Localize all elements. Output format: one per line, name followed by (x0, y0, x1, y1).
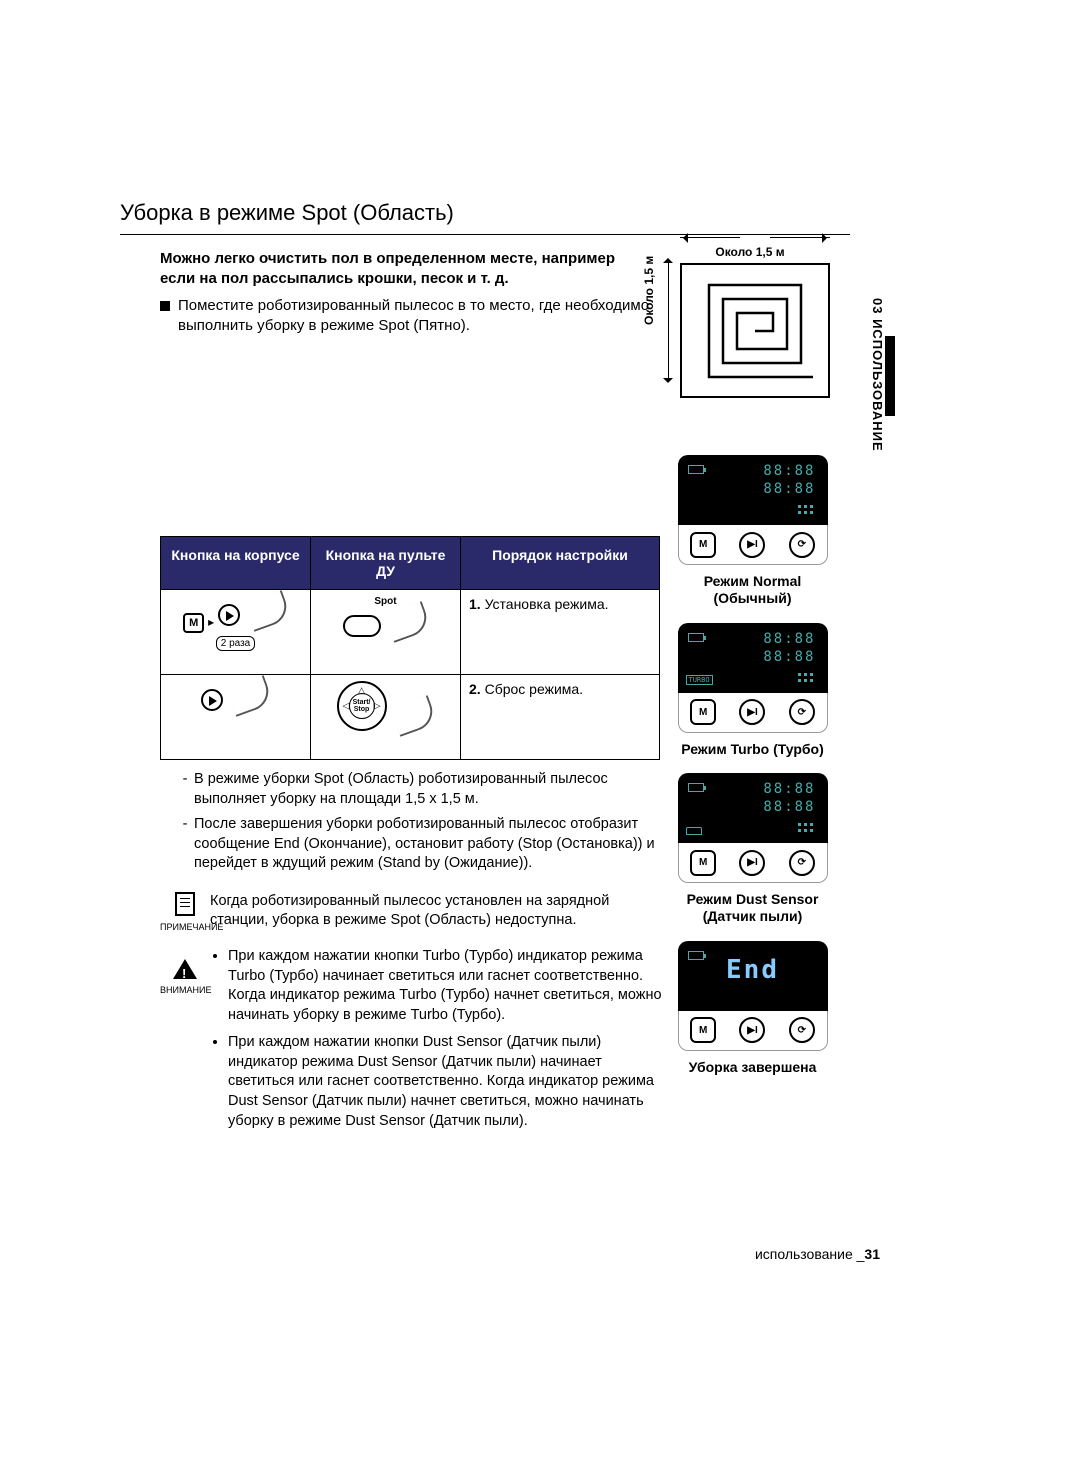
mode-dust-label: Режим Dust Sensor (Датчик пыли) (670, 891, 835, 925)
hand-icon (391, 695, 439, 737)
turbo-tag: TURBO (686, 675, 713, 685)
warn-bullet-1: При каждом нажатии кнопки Turbo (Турбо) … (228, 947, 670, 1025)
m-button[interactable]: M (690, 699, 716, 725)
device-end: End M ▶I ⟳ (678, 941, 828, 1051)
battery-icon (688, 465, 704, 474)
step-number: 1. (469, 596, 481, 612)
step-text: Установка режима. (485, 596, 609, 612)
diagram-width-label: Около 1,5 м (660, 245, 840, 259)
cell-proc-2: 2. Сброс режима. (461, 675, 660, 760)
dash-bullet: - (176, 815, 194, 874)
turbo-button[interactable]: ⟳ (789, 1017, 815, 1043)
turbo-button[interactable]: ⟳ (789, 850, 815, 876)
digits: 88:88 (763, 463, 815, 479)
play-pause-button[interactable]: ▶I (739, 850, 765, 876)
mode-done-label: Уборка завершена (670, 1059, 835, 1076)
step-number: 2. (469, 681, 481, 697)
intro-bullet-text: Поместите роботизированный пылесос в то … (178, 296, 650, 337)
cell-body-2 (161, 675, 311, 760)
document-icon (175, 892, 195, 916)
digits: 88:88 (763, 649, 815, 665)
cell-body-1: M ▸ 2 раза (161, 590, 311, 675)
grid-icon (798, 505, 814, 517)
grid-icon (798, 673, 814, 685)
cell-remote-2: Start/ Stop △ ◁ ▷ (311, 675, 461, 760)
step-text: Сброс режима. (485, 681, 584, 697)
cell-proc-1: 1. Установка режима. (461, 590, 660, 675)
note-1: В режиме уборки Spot (Область) роботизир… (194, 770, 666, 809)
battery-icon (688, 783, 704, 792)
m-button-icon: M (183, 613, 204, 633)
spot-label: Spot (319, 596, 452, 607)
settings-table: Кнопка на корпусе Кнопка на пульте ДУ По… (160, 536, 660, 760)
device-dust: 88:88 88:88 M ▶I ⟳ (678, 773, 828, 883)
note-text: Когда роботизированный пылесос установле… (210, 892, 670, 933)
chapter-tab: 03 ИСПОЛЬЗОВАНИЕ (865, 290, 885, 460)
play-button-icon (218, 604, 240, 626)
page-number: 31 (864, 1246, 880, 1262)
spot-diagram: Около 1,5 м Около 1,5 м (660, 245, 840, 400)
warn-label: ВНИМАНИЕ (160, 985, 211, 995)
page-edge-marker (885, 336, 895, 416)
hand-icon (227, 675, 275, 717)
digits: 88:88 (763, 481, 815, 497)
device-turbo: 88:88 88:88 TURBO M ▶I ⟳ (678, 623, 828, 733)
hand-icon (385, 601, 433, 643)
section-title: Уборка в режиме Spot (Область) (120, 200, 850, 226)
diagram-height-label: Около 1,5 м (642, 256, 656, 325)
turbo-button[interactable]: ⟳ (789, 699, 815, 725)
digits: 88:88 (763, 799, 815, 815)
th-body-button: Кнопка на корпусе (161, 537, 311, 590)
mode-turbo-label: Режим Turbo (Турбо) (670, 741, 835, 758)
note-2: После завершения уборки роботизированный… (194, 815, 666, 874)
mode-normal-label: Режим Normal (Обычный) (670, 573, 835, 607)
warn-bullet-2: При каждом нажатии кнопки Dust Sensor (Д… (228, 1033, 670, 1131)
dpad-icon: Start/ Stop △ ◁ ▷ (337, 681, 387, 731)
cell-remote-1: Spot (311, 590, 461, 675)
footer-text: использование _ (755, 1246, 864, 1262)
grid-icon (798, 823, 814, 835)
dash-bullet: - (176, 770, 194, 809)
end-text: End (678, 955, 828, 985)
play-pause-button[interactable]: ▶I (739, 699, 765, 725)
m-button[interactable]: M (690, 532, 716, 558)
turbo-button[interactable]: ⟳ (789, 532, 815, 558)
note-icon-block: ПРИМЕЧАНИЕ (160, 892, 210, 933)
sensor-icon (686, 827, 702, 835)
m-button[interactable]: M (690, 1017, 716, 1043)
th-procedure: Порядок настройки (461, 537, 660, 590)
start-stop-label: Start/ Stop (349, 693, 375, 719)
th-remote-button: Кнопка на пульте ДУ (311, 537, 461, 590)
play-button-icon (201, 689, 223, 711)
digits: 88:88 (763, 781, 815, 797)
play-pause-button[interactable]: ▶I (739, 532, 765, 558)
play-pause-button[interactable]: ▶I (739, 1017, 765, 1043)
warn-icon-block: ВНИМАНИЕ (160, 947, 210, 1139)
square-bullet-icon (160, 301, 170, 311)
device-normal: 88:88 88:88 M ▶I ⟳ (678, 455, 828, 565)
page-footer: использование _31 (0, 1246, 880, 1262)
press-count-label: 2 раза (216, 636, 256, 651)
spot-button-icon (343, 615, 381, 637)
hand-icon (244, 590, 292, 632)
warning-icon (173, 947, 197, 979)
digits: 88:88 (763, 631, 815, 647)
intro-bold: Можно легко очистить пол в определенном … (160, 250, 615, 287)
m-button[interactable]: M (690, 850, 716, 876)
spiral-icon (695, 276, 815, 386)
battery-icon (688, 633, 704, 642)
